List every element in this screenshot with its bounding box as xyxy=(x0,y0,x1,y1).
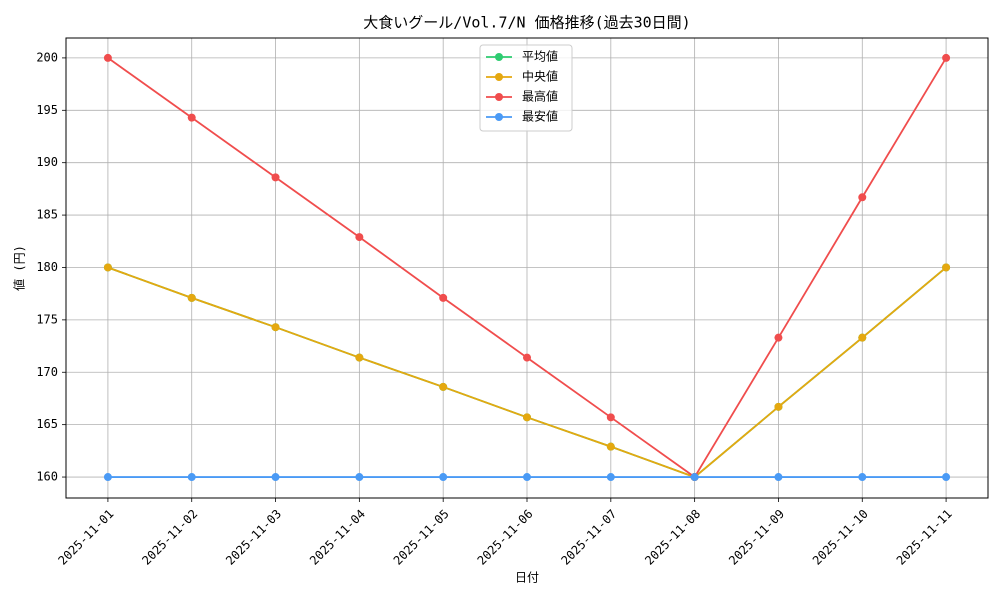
y-tick-label: 195 xyxy=(36,103,58,117)
point xyxy=(271,473,280,482)
point xyxy=(439,473,448,482)
point xyxy=(187,473,196,482)
point xyxy=(523,413,531,422)
point xyxy=(355,233,364,242)
legend-marker xyxy=(495,53,503,61)
point xyxy=(606,413,615,422)
point xyxy=(858,333,867,342)
y-axis-label: 値 (円) xyxy=(12,245,27,291)
point xyxy=(103,263,112,272)
y-tick-label: 160 xyxy=(36,470,58,484)
y-tick-label: 170 xyxy=(36,365,58,379)
chart-title: 大食いグール/Vol.7/N 価格推移(過去30日間) xyxy=(363,14,690,32)
y-tick-label: 190 xyxy=(36,155,58,169)
y-tick-label: 185 xyxy=(36,208,58,222)
legend-marker xyxy=(495,93,503,101)
point xyxy=(271,323,280,332)
point xyxy=(523,353,531,362)
point xyxy=(523,473,531,482)
point xyxy=(942,53,951,62)
legend-box xyxy=(479,44,573,132)
point xyxy=(942,263,951,272)
point xyxy=(690,473,699,482)
point xyxy=(774,333,783,342)
point xyxy=(103,473,112,482)
point xyxy=(774,473,783,482)
point xyxy=(355,473,364,482)
y-tick-label: 175 xyxy=(36,312,58,326)
point xyxy=(103,53,112,62)
x-axis-label: 日付 xyxy=(515,571,539,585)
point xyxy=(439,293,448,302)
legend-label: 最安値 xyxy=(522,109,558,124)
legend-label: 最高値 xyxy=(522,89,558,104)
point xyxy=(858,473,867,482)
point xyxy=(942,473,951,482)
y-tick-label: 180 xyxy=(36,260,58,274)
point xyxy=(606,442,615,451)
legend-label: 平均値 xyxy=(522,49,558,64)
point xyxy=(355,353,364,362)
point xyxy=(606,473,615,482)
point xyxy=(439,382,448,391)
point xyxy=(187,293,196,302)
point xyxy=(187,113,196,122)
legend-marker xyxy=(495,113,503,121)
legend-label: 中央値 xyxy=(522,69,558,84)
plot xyxy=(103,53,951,482)
y-tick-label: 200 xyxy=(36,50,58,64)
point xyxy=(271,173,280,182)
point xyxy=(858,193,867,202)
y-tick-label: 165 xyxy=(36,417,58,431)
point xyxy=(774,402,783,411)
legend-marker xyxy=(495,73,503,81)
